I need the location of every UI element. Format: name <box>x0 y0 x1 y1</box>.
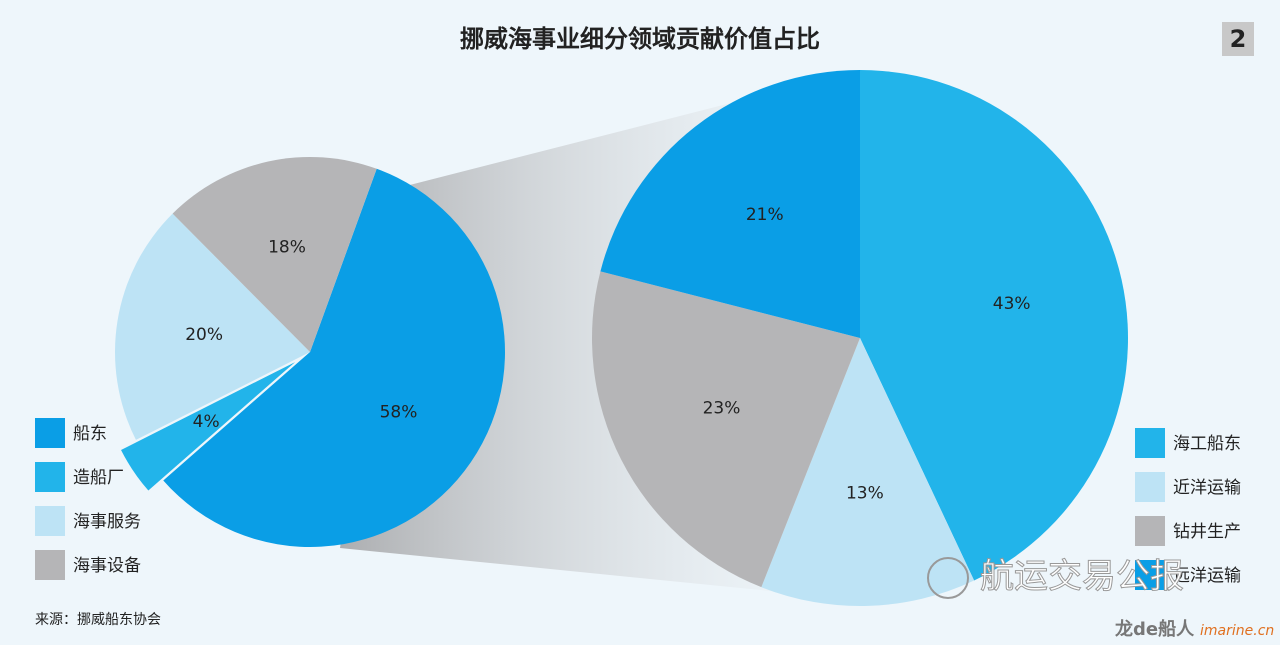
legend-swatch <box>35 550 65 580</box>
legend-label: 船东 <box>73 424 107 444</box>
legend-label: 近洋运输 <box>1173 478 1241 498</box>
chart-title: 挪威海事业细分领域贡献价值占比 <box>460 25 820 53</box>
watermark-site: imarine.cn <box>1200 623 1274 639</box>
legend-label: 造船厂 <box>73 468 124 488</box>
legend-swatch <box>1135 516 1165 546</box>
data-label: 43% <box>993 294 1031 314</box>
data-label: 20% <box>185 325 223 345</box>
watermark-icon <box>927 557 969 599</box>
pie-slice <box>592 271 860 588</box>
data-label: 4% <box>193 412 220 432</box>
legend-swatch <box>35 506 65 536</box>
pie-slice <box>860 70 1128 581</box>
pie-slice <box>600 70 860 338</box>
watermark-text: 航运交易公报 <box>980 557 1184 597</box>
page-number: 2 <box>1230 25 1247 53</box>
watermark-logo: 龙de船人 <box>1115 618 1195 640</box>
legend-swatch <box>1135 428 1165 458</box>
legend-swatch <box>1135 472 1165 502</box>
source: 来源：挪威船东协会 <box>35 612 161 628</box>
data-label: 21% <box>746 205 784 225</box>
pie-slice <box>115 213 311 440</box>
pie-slice <box>172 156 377 352</box>
data-label: 58% <box>380 403 418 423</box>
legend-label: 海事服务 <box>73 512 141 532</box>
legend-label: 钻井生产 <box>1173 522 1241 542</box>
data-label: 13% <box>846 483 884 503</box>
pie-slice <box>761 338 975 606</box>
legend-label: 海工船东 <box>1173 434 1241 454</box>
legend-swatch <box>35 418 65 448</box>
page-badge <box>1222 22 1254 56</box>
legend-label: 远洋运输 <box>1173 566 1241 586</box>
legend-swatch <box>35 462 65 492</box>
legend-swatch <box>1135 560 1165 590</box>
data-label: 18% <box>268 237 306 257</box>
data-label: 23% <box>703 399 741 419</box>
pie-slice <box>121 362 296 491</box>
legend-label: 海事设备 <box>73 556 141 576</box>
pie-slice <box>163 168 505 547</box>
